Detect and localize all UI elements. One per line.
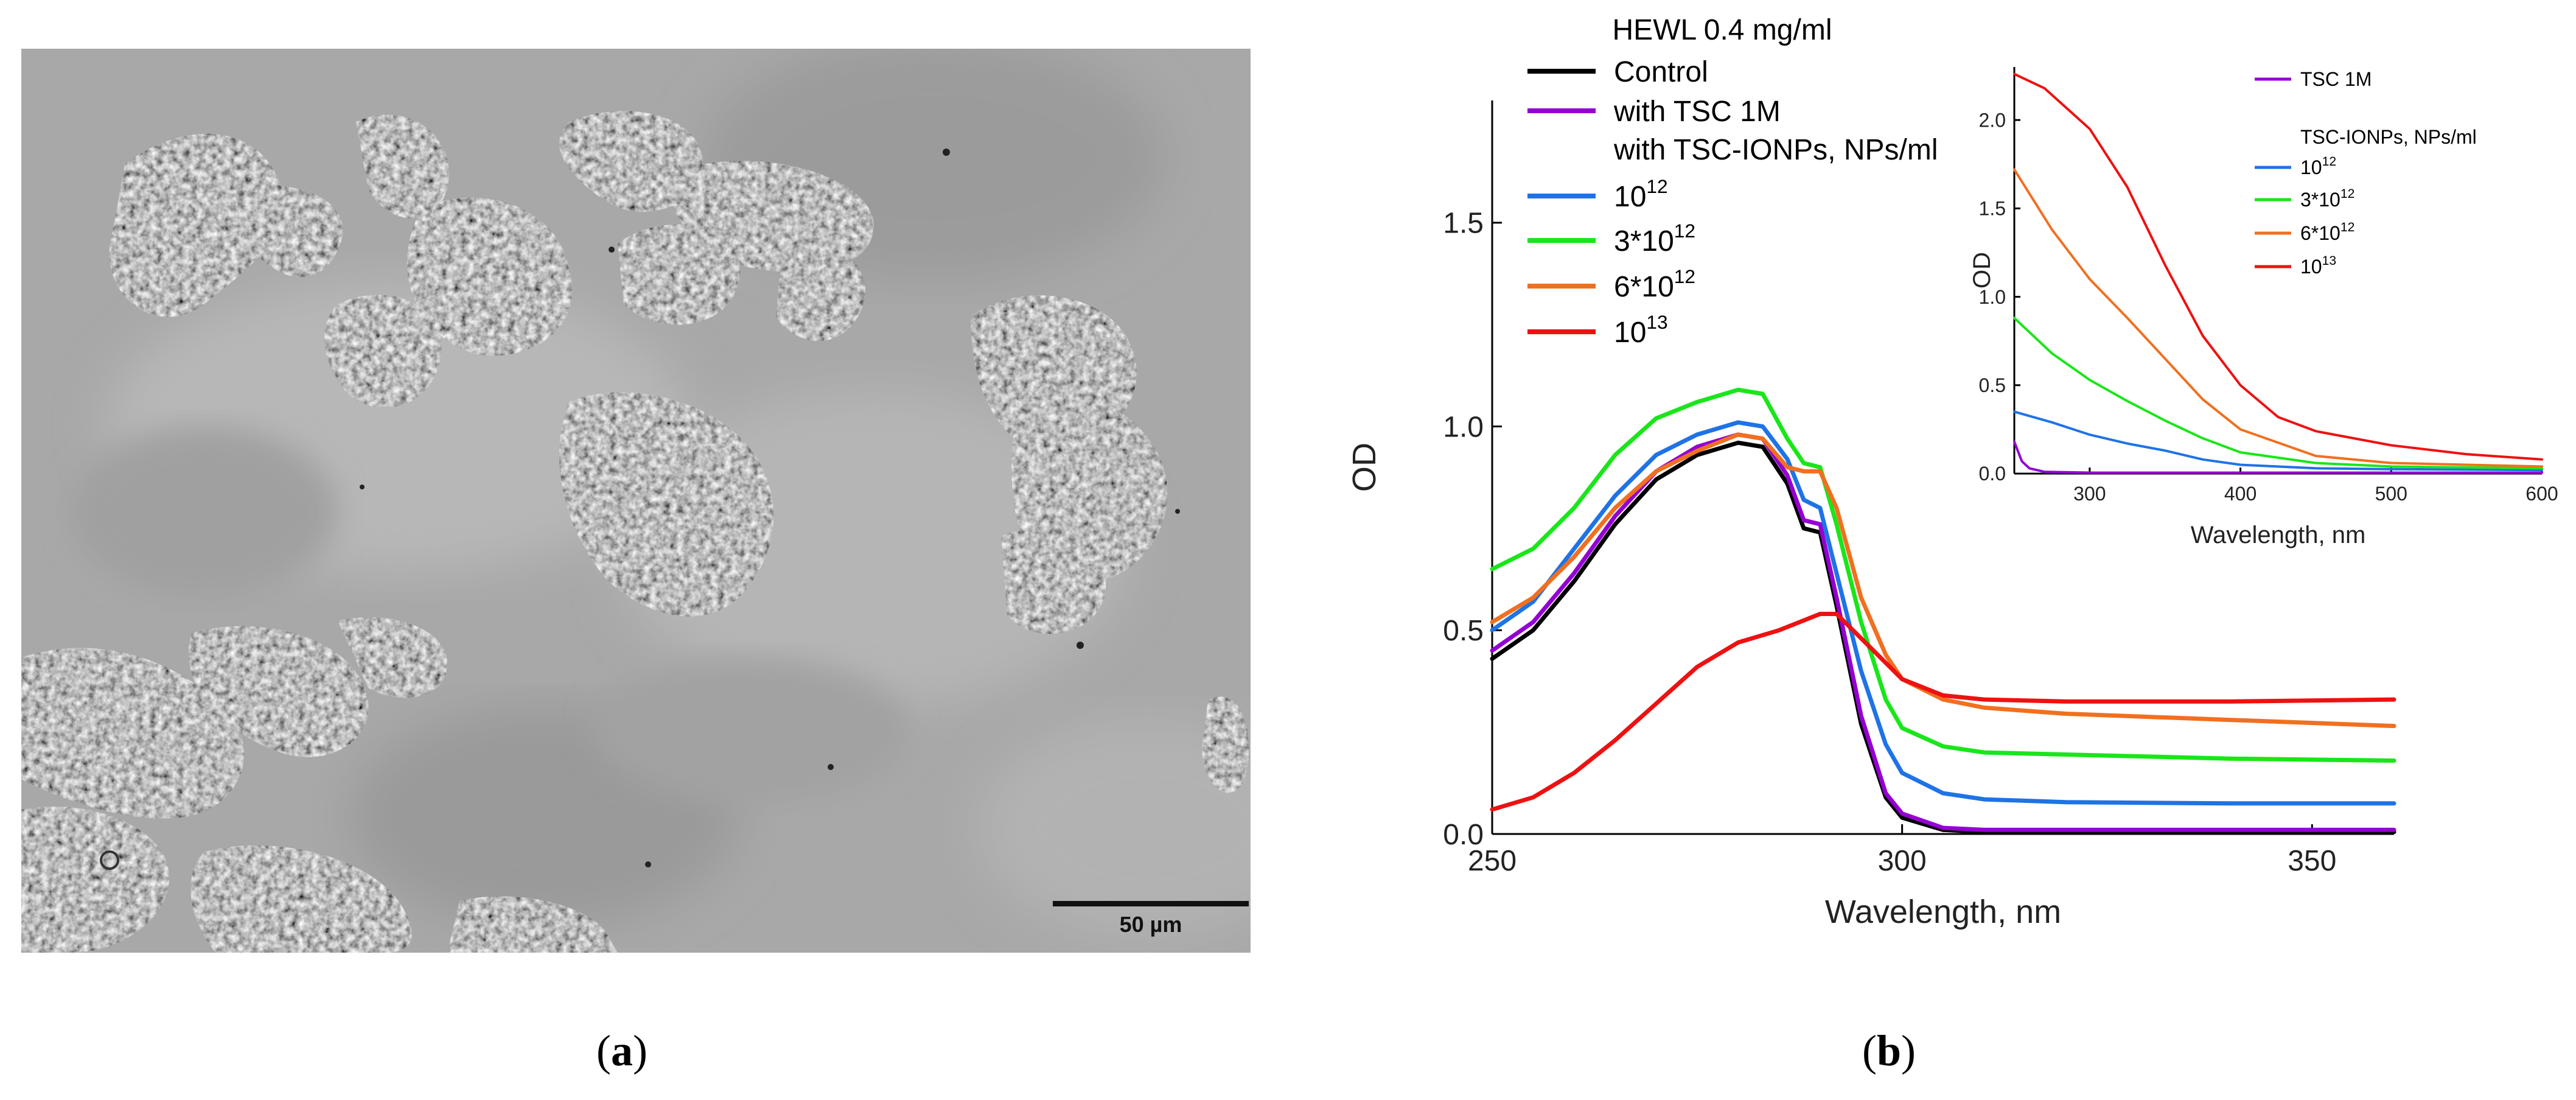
panel-a-letter: a: [610, 1026, 633, 1075]
chart-title: HEWL 0.4 mg/ml: [1613, 14, 1832, 46]
legend-label: 3*1012: [1614, 220, 1695, 257]
legend-label: Control: [1614, 56, 1708, 88]
y-tick-label: 0.5: [1443, 615, 1484, 647]
micrograph-panel: 50 µm: [21, 49, 1251, 953]
y-tick-label: 1.5: [1979, 198, 2006, 220]
panel-a-caption: (a): [596, 1026, 647, 1075]
series-line: [2013, 72, 2543, 461]
legend-label: with TSC 1M: [1613, 96, 1781, 128]
x-tick-label: 350: [2288, 845, 2336, 877]
main-spectrum-plot: 250 300 350 0.0 0.5 1.0 1.5 Wavelength, nm OD HEW…: [1346, 14, 2396, 930]
legend-subheader: with TSC-IONPs, NPs/ml: [1613, 134, 1938, 166]
x-axis-label: Wavelength, nm: [2191, 522, 2366, 548]
legend-label: 6*1012: [1614, 265, 1695, 303]
x-tick-label: 300: [1878, 845, 1927, 877]
x-tick-label: 250: [1468, 845, 1517, 877]
inset-spectrum-plot: 300 400 500 600 0.0 0.5 1.0 1.5 2.0 Wavelength, n…: [1969, 67, 2558, 548]
series-line: [2013, 317, 2543, 470]
legend-label: 1012: [2300, 155, 2336, 178]
y-tick-label: 0.0: [1979, 463, 2006, 485]
series-line: [2013, 168, 2543, 468]
x-tick-label: 500: [2375, 483, 2407, 505]
y-tick-label: 1.5: [1443, 208, 1484, 240]
x-tick-label: 400: [2224, 483, 2257, 505]
y-axis-label: OD: [1969, 252, 1995, 289]
y-tick-label: 2.0: [1979, 109, 2006, 131]
series-line: [1490, 387, 2396, 763]
legend-label: 3*1012: [2300, 187, 2354, 211]
legend-subheader: TSC-IONPs, NPs/ml: [2300, 126, 2477, 148]
scale-bar: [1053, 901, 1249, 906]
series-line: [1490, 432, 2396, 832]
legend-label: 6*1012: [2300, 220, 2354, 244]
micrograph-image: [21, 49, 1251, 953]
x-axis-label: Wavelength, nm: [1825, 894, 2061, 930]
series-line: [1490, 612, 2396, 812]
panel-b-letter: b: [1876, 1026, 1902, 1075]
scale-bar-label: 50 µm: [1119, 912, 1182, 937]
x-tick-label: 300: [2073, 483, 2106, 505]
absorbance-chart: 250 300 350 0.0 0.5 1.0 1.5 Wavelength, nm OD HEW…: [1346, 14, 2558, 930]
y-axis-label: OD: [1346, 443, 1383, 492]
legend-label: TSC 1M: [2300, 68, 2372, 90]
series-line: [2013, 410, 2543, 472]
legend-label: 1012: [1614, 175, 1668, 213]
y-tick-label: 0.5: [1979, 374, 2006, 396]
y-tick-label: 0.0: [1443, 819, 1484, 851]
legend-label: 1013: [2300, 254, 2336, 278]
series-line: [2013, 440, 2543, 474]
series-line: [1490, 432, 2396, 729]
series-line: [1490, 420, 2396, 806]
panel-b-caption: (b): [1862, 1026, 1916, 1075]
legend-label: 1013: [1614, 311, 1668, 349]
x-tick-label: 600: [2525, 483, 2558, 505]
y-tick-label: 1.0: [1979, 286, 2006, 308]
y-tick-label: 1.0: [1443, 411, 1484, 443]
